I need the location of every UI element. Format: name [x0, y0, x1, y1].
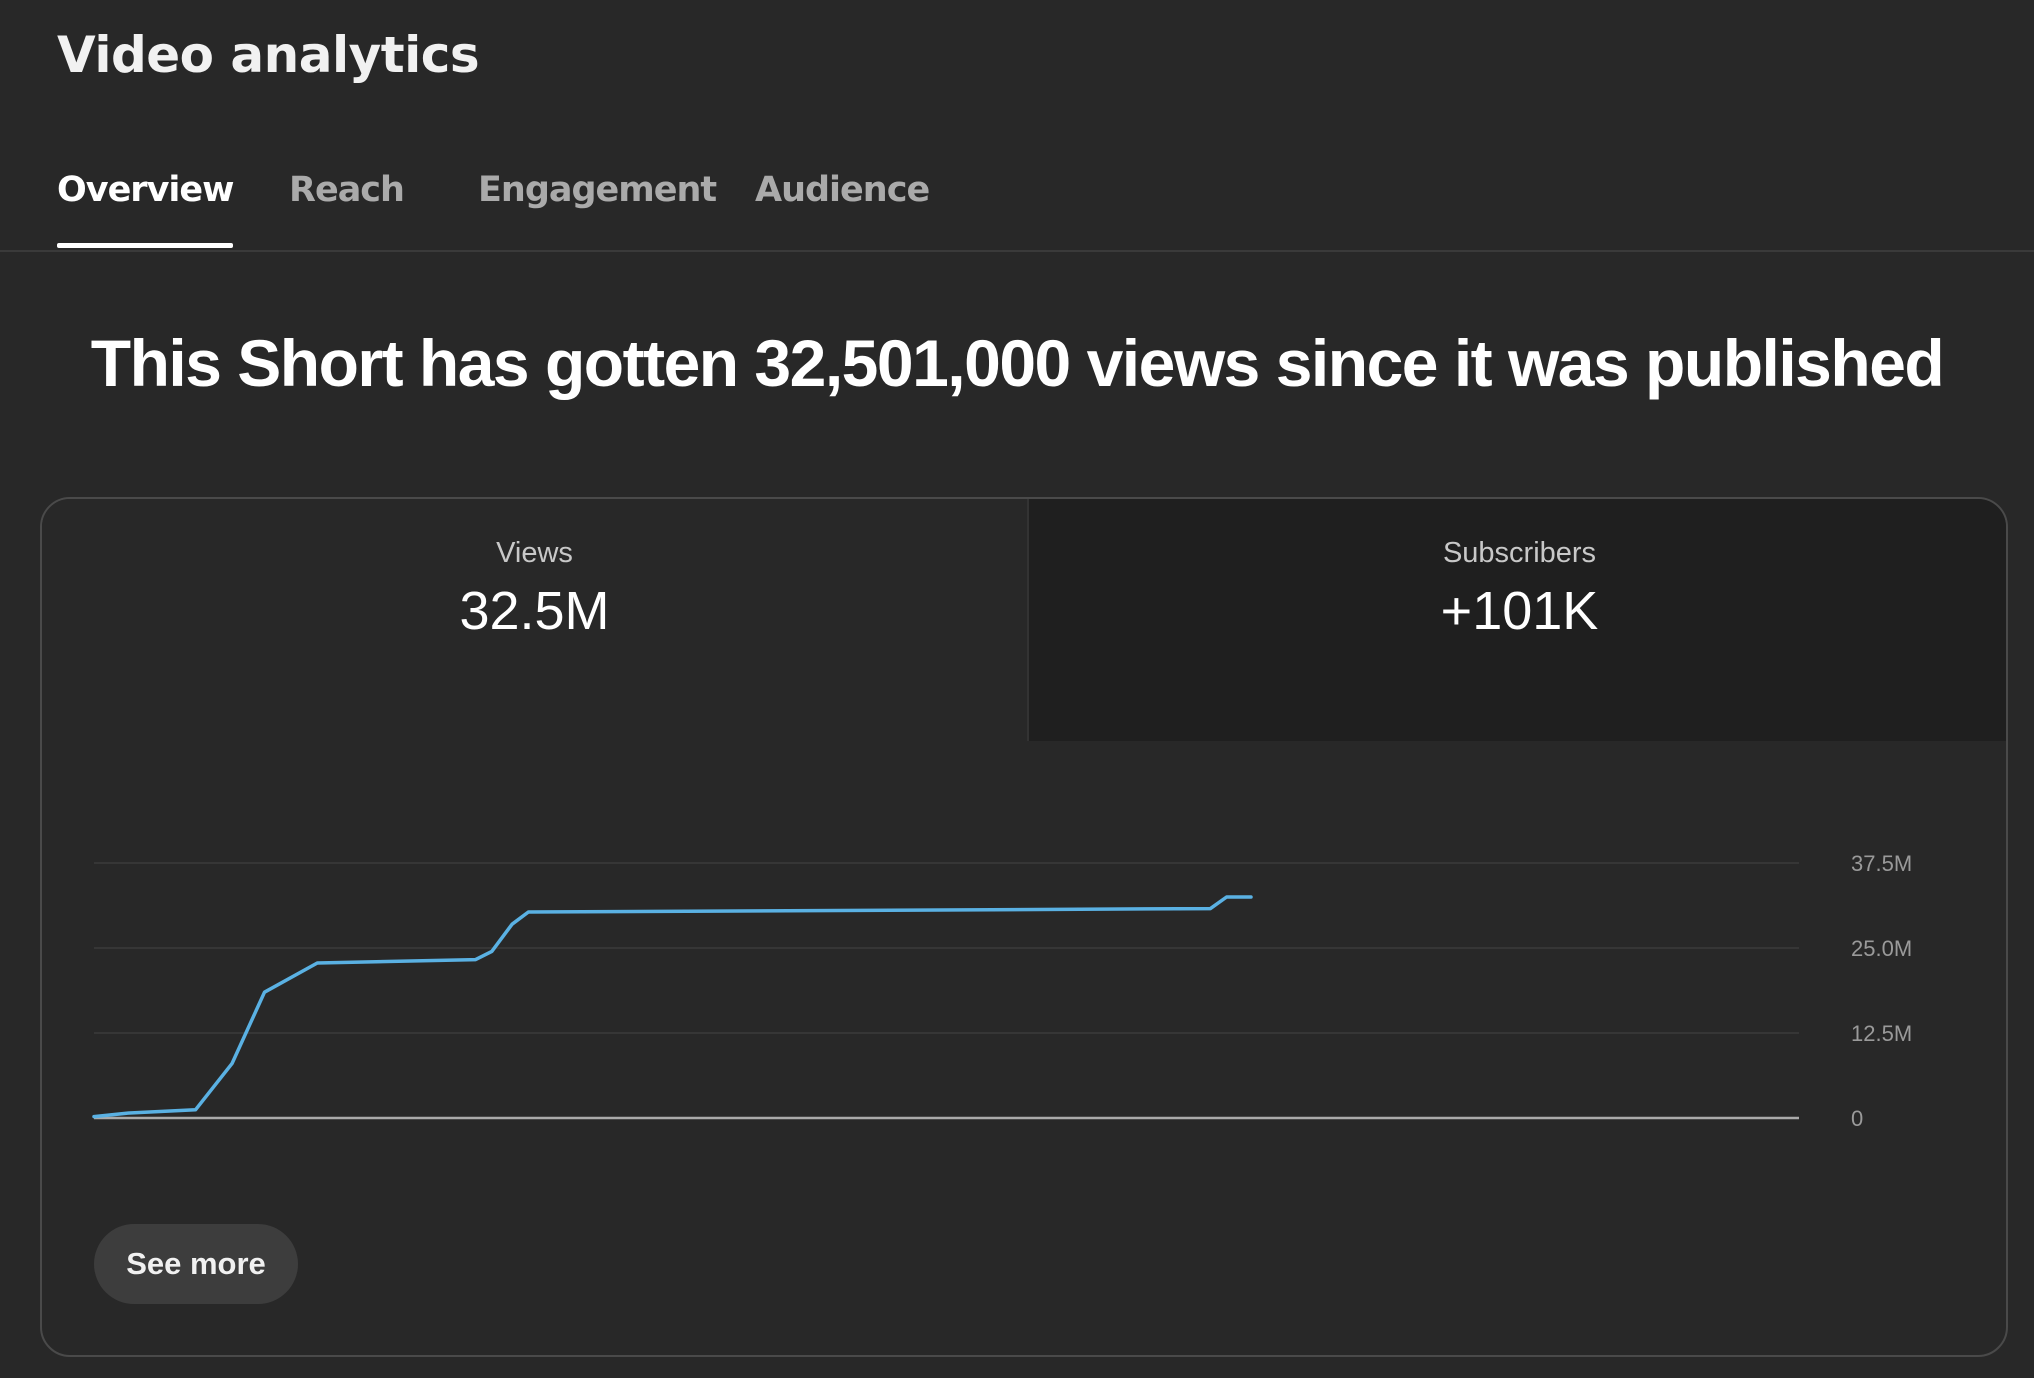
x-tick-label: 21	[931, 1137, 961, 1141]
x-tick-label: 28	[1216, 1137, 1246, 1141]
x-tick-label: 42 days	[1704, 1137, 1799, 1141]
views-series-line	[92, 895, 1253, 1119]
tab-overview[interactable]: Overview	[57, 170, 234, 248]
x-tick-label: 7	[371, 1137, 386, 1141]
subscribers-label: Subscribers	[1442, 537, 1597, 569]
y-tick-label: 37.5M	[1851, 851, 1912, 876]
subscribers-value: +101K	[1440, 581, 1599, 641]
views-line-chart: 0 12.5M 25.0M 37.5M 0 7 14 21 28 35 42 days	[92, 851, 1912, 1167]
y-tick-label: 0	[1851, 1106, 1863, 1131]
views-label: Views	[496, 537, 573, 569]
x-tick-label: 14	[647, 1137, 677, 1141]
page-title: Video analytics	[57, 26, 480, 84]
y-tick-label: 12.5M	[1851, 1021, 1912, 1046]
y-tick-label: 25.0M	[1851, 936, 1912, 961]
views-value: 32.5M	[459, 581, 610, 641]
views-chart: 0 12.5M 25.0M 37.5M 0 7 14 21 28 35 42 days	[42, 741, 2006, 1167]
tab-audience[interactable]: Audience	[755, 170, 930, 210]
see-more-button[interactable]: See more	[94, 1224, 298, 1304]
views-headline: This Short has gotten 32,501,000 views s…	[90, 326, 1945, 400]
analytics-card: Views 32.5M Subscribers +101K 0 12.5M 25.0…	[40, 497, 2008, 1357]
tab-reach[interactable]: Reach	[289, 170, 405, 210]
tab-bar: Overview Reach Engagement Audience	[0, 160, 2034, 252]
metric-views-tab[interactable]: Views 32.5M	[42, 499, 1027, 741]
x-tick-label: 35	[1500, 1137, 1530, 1141]
x-tick-label: 0	[94, 1137, 109, 1141]
tab-engagement[interactable]: Engagement	[478, 170, 717, 210]
metric-subscribers-tab[interactable]: Subscribers +101K	[1027, 499, 2006, 741]
